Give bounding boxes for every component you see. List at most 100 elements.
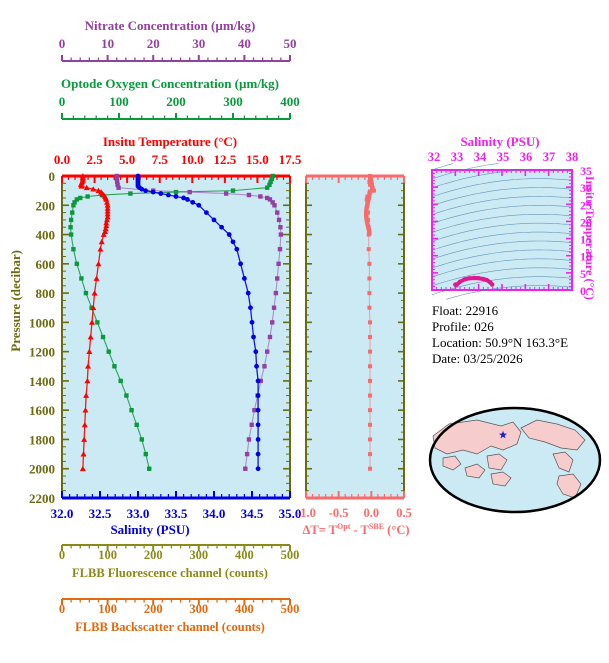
axis-tick-label: 36 (519, 150, 533, 164)
pressure-tick-label: 1800 (29, 432, 55, 447)
pressure-tick-label: 0 (49, 169, 56, 184)
map-landmass (490, 471, 512, 487)
fluorescence-axis-ticklabels: 0 100 200 300 400 500 (0, 548, 340, 562)
axis-tick-label: 500 (280, 602, 300, 616)
axis-tick-label: 33.0 (126, 506, 150, 521)
axis-tick-label: 32.5 (88, 506, 112, 521)
metadata-location-label: Location: (432, 335, 482, 350)
nitrate-axis-line (0, 50, 340, 64)
axis-tick-label: 0.0 (363, 506, 380, 520)
axis-tick-label: 400 (235, 548, 254, 562)
series-delta-temperature (364, 174, 376, 471)
metadata-date-value: 03/25/2026 (463, 351, 523, 366)
axis-tick-label: 200 (143, 548, 163, 562)
main-profile-plot: 0 200 400 600 800 1000 1200 1400 1600 1800 2000 220… (0, 168, 300, 508)
axis-tick-label: -0.5 (328, 506, 349, 520)
axis-tick-label: 2.5 (86, 152, 103, 167)
metadata-profile-row: Profile: 026 (432, 319, 607, 335)
dt-title-mid: - T (350, 523, 369, 538)
float-metadata: Float: 22916 Profile: 026 Location: 50.9… (432, 303, 607, 367)
axis-tick-label: 100 (109, 94, 129, 109)
axis-tick-label: 100 (98, 548, 117, 562)
delta-temperature-axis-ticklabels: -1.0 -0.5 0.0 0.5 (290, 506, 420, 520)
map-landmass (552, 451, 574, 473)
series-salinity (135, 173, 261, 472)
axis-tick-label: 20 (146, 36, 160, 51)
temperature-axis-title: Insitu Temperature (°C) (102, 134, 238, 149)
oxygen-axis-title: Optode Oxygen Concentration (µm/kg) (60, 76, 279, 91)
series-nitrate-concentration (114, 173, 284, 471)
axis-tick-label: 0 (58, 602, 66, 616)
metadata-date-row: Date: 03/25/2026 (432, 351, 607, 367)
pressure-tick-label: 1600 (29, 403, 55, 418)
fluorescence-axis-title: FLBB Fluorescence channel (counts) (72, 566, 268, 580)
dt-title-lead: ΔT= T (302, 523, 338, 538)
axis-tick-label: 35 (496, 150, 510, 164)
nitrate-axis-ticklabels: 0 10 20 30 40 50 (0, 36, 340, 51)
axis-tick-label: 200 (143, 602, 163, 616)
axis-tick-label: 400 (235, 602, 254, 616)
temperature-salinity-diagram: 35 30 25 20 15 10 5 0 (420, 163, 605, 305)
axis-tick-label: 32 (427, 150, 441, 164)
pressure-tick-label: 2000 (29, 462, 55, 477)
dt-title-sup-sbe: SBE (368, 522, 385, 531)
map-landmass (464, 463, 486, 479)
metadata-date-label: Date: (432, 351, 461, 366)
dt-title-sup-opt: Opt (337, 522, 351, 531)
metadata-float-label: Float: (432, 303, 463, 318)
axis-tick-label: 0 (58, 548, 66, 562)
ts-temperature-tick-label: 0 (580, 284, 586, 298)
map-landmass (432, 419, 522, 455)
pressure-tick-label: 200 (36, 198, 56, 213)
axis-tick-label: 0 (58, 36, 66, 51)
axis-tick-label: 10.0 (180, 152, 204, 167)
nitrate-axis-title: Nitrate Concentration (µm/kg) (84, 18, 256, 33)
oxygen-axis-line (0, 108, 340, 122)
delta-t-plot-background (306, 176, 404, 498)
axis-tick-label: 34.5 (240, 506, 264, 521)
metadata-profile-value: 026 (474, 319, 494, 334)
pressure-tick-label: 2200 (29, 491, 55, 506)
backscatter-axis-line (0, 596, 340, 606)
axis-tick-label: 50 (283, 36, 297, 51)
axis-tick-label: 34.0 (202, 506, 226, 521)
pressure-tick-label: 400 (36, 228, 56, 243)
axis-tick-label: 40 (237, 36, 251, 51)
salinity-axis-ticklabels: 32.0 32.5 33.0 33.5 34.0 34.5 35.0 (0, 506, 340, 521)
delta-temperature-plot (290, 168, 420, 508)
axis-tick-label: 32.0 (50, 506, 74, 521)
axis-tick-label: 38 (565, 150, 579, 164)
axis-tick-label: 34 (473, 150, 487, 164)
axis-tick-label: 100 (98, 602, 117, 616)
axis-tick-label: 37 (542, 150, 556, 164)
ts-temperature-tick-label: 10 (580, 250, 592, 264)
metadata-float-value: 22916 (465, 303, 499, 318)
axis-tick-label: 300 (189, 548, 209, 562)
world-map (425, 398, 605, 523)
ts-temperature-tick-label: 5 (580, 267, 586, 281)
axis-tick-label: 500 (280, 548, 300, 562)
ts-salinity-axis-ticklabels: 32 33 34 35 36 37 38 (420, 150, 585, 164)
ts-temperature-tick-label: 15 (580, 233, 592, 247)
axis-tick-label: 30 (192, 36, 206, 51)
axis-tick-label: 0.5 (396, 506, 412, 520)
axis-tick-label: 400 (280, 94, 300, 109)
metadata-location-value: 50.9°N 163.3°E (485, 335, 569, 350)
ts-temperature-tick-label: 30 (580, 181, 592, 195)
ts-data-points (453, 275, 495, 288)
axis-tick-label: 5.0 (119, 152, 136, 167)
metadata-location-row: Location: 50.9°N 163.3°E (432, 335, 607, 351)
pressure-tick-label: 1000 (29, 315, 55, 330)
dt-title-tail: (°C) (384, 523, 410, 538)
delta-temperature-axis-title: ΔT= TOpt - TSBE (°C) (286, 522, 426, 538)
isopycnal-lines (431, 163, 573, 300)
axis-tick-label: 0.0 (53, 152, 71, 167)
axis-tick-label: 200 (166, 94, 186, 109)
map-landmass (442, 455, 462, 471)
axis-tick-label: -1.0 (296, 506, 316, 520)
ts-temperature-tick-label: 20 (580, 215, 592, 229)
pressure-tick-label: 600 (36, 257, 56, 272)
backscatter-axis-ticklabels: 0 100 200 300 400 500 (0, 602, 340, 616)
ts-salinity-axis-title: Salinity (PSU) (460, 134, 540, 149)
metadata-float-row: Float: 22916 (432, 303, 607, 319)
